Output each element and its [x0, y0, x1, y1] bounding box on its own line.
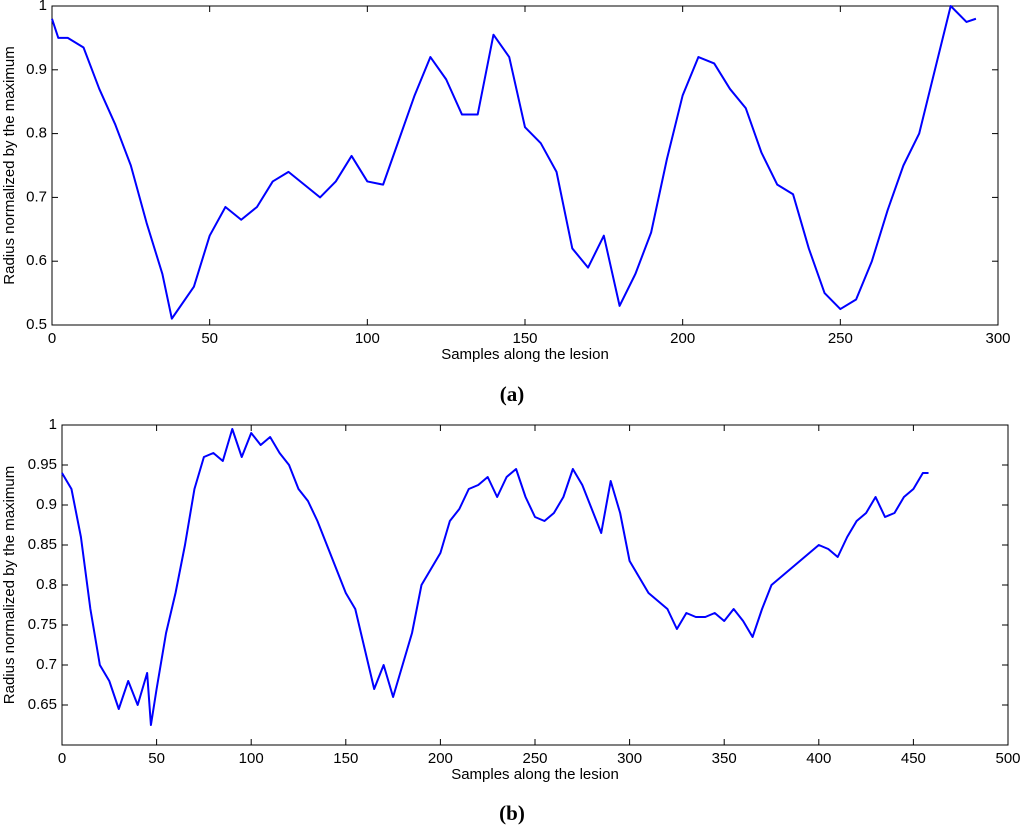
y-tick-label: 1	[49, 416, 57, 433]
x-tick-label: 400	[806, 750, 831, 767]
x-tick-label: 150	[512, 330, 537, 347]
x-tick-label: 100	[355, 330, 380, 347]
data-line	[61, 428, 929, 726]
x-tick-label: 50	[148, 750, 165, 767]
x-tick-label: 450	[901, 750, 926, 767]
y-tick-label: 0.7	[26, 188, 47, 205]
x-tick-label: 300	[617, 750, 642, 767]
y-tick-label: 0.8	[36, 576, 57, 593]
y-tick-label: 0.85	[28, 536, 57, 553]
y-tick-label: 0.8	[26, 125, 47, 142]
x-tick-label: 50	[201, 330, 218, 347]
data-line	[51, 5, 977, 320]
caption: (a)	[500, 382, 525, 406]
y-tick-label: 1	[39, 0, 47, 14]
x-tick-label: 250	[522, 750, 547, 767]
x-tick-label: 300	[985, 330, 1010, 347]
y-axis-label: Radius normalized by the maximum	[1, 466, 18, 704]
y-tick-label: 0.9	[36, 496, 57, 513]
x-tick-label: 200	[428, 750, 453, 767]
x-axis-label: Samples along the lesion	[451, 766, 619, 783]
x-tick-label: 100	[239, 750, 264, 767]
y-tick-label: 0.7	[36, 656, 57, 673]
plot-frame	[61, 424, 1009, 746]
y-tick-label: 0.6	[26, 252, 47, 269]
x-tick-label: 0	[58, 750, 66, 767]
x-tick-label: 250	[828, 330, 853, 347]
y-tick-label: 0.75	[28, 616, 57, 633]
x-tick-label: 150	[333, 750, 358, 767]
y-tick-label: 0.5	[26, 316, 47, 333]
y-tick-label: 0.9	[26, 61, 47, 78]
x-axis-label: Samples along the lesion	[441, 346, 609, 363]
x-tick-label: 200	[670, 330, 695, 347]
y-axis-label: Radius normalized by the maximum	[1, 46, 18, 284]
x-tick-label: 0	[48, 330, 56, 347]
x-tick-label: 350	[712, 750, 737, 767]
y-tick-label: 0.65	[28, 696, 57, 713]
caption: (b)	[499, 801, 525, 825]
plot-frame	[51, 5, 999, 326]
y-tick-label: 0.95	[28, 456, 57, 473]
x-tick-label: 500	[995, 750, 1020, 767]
